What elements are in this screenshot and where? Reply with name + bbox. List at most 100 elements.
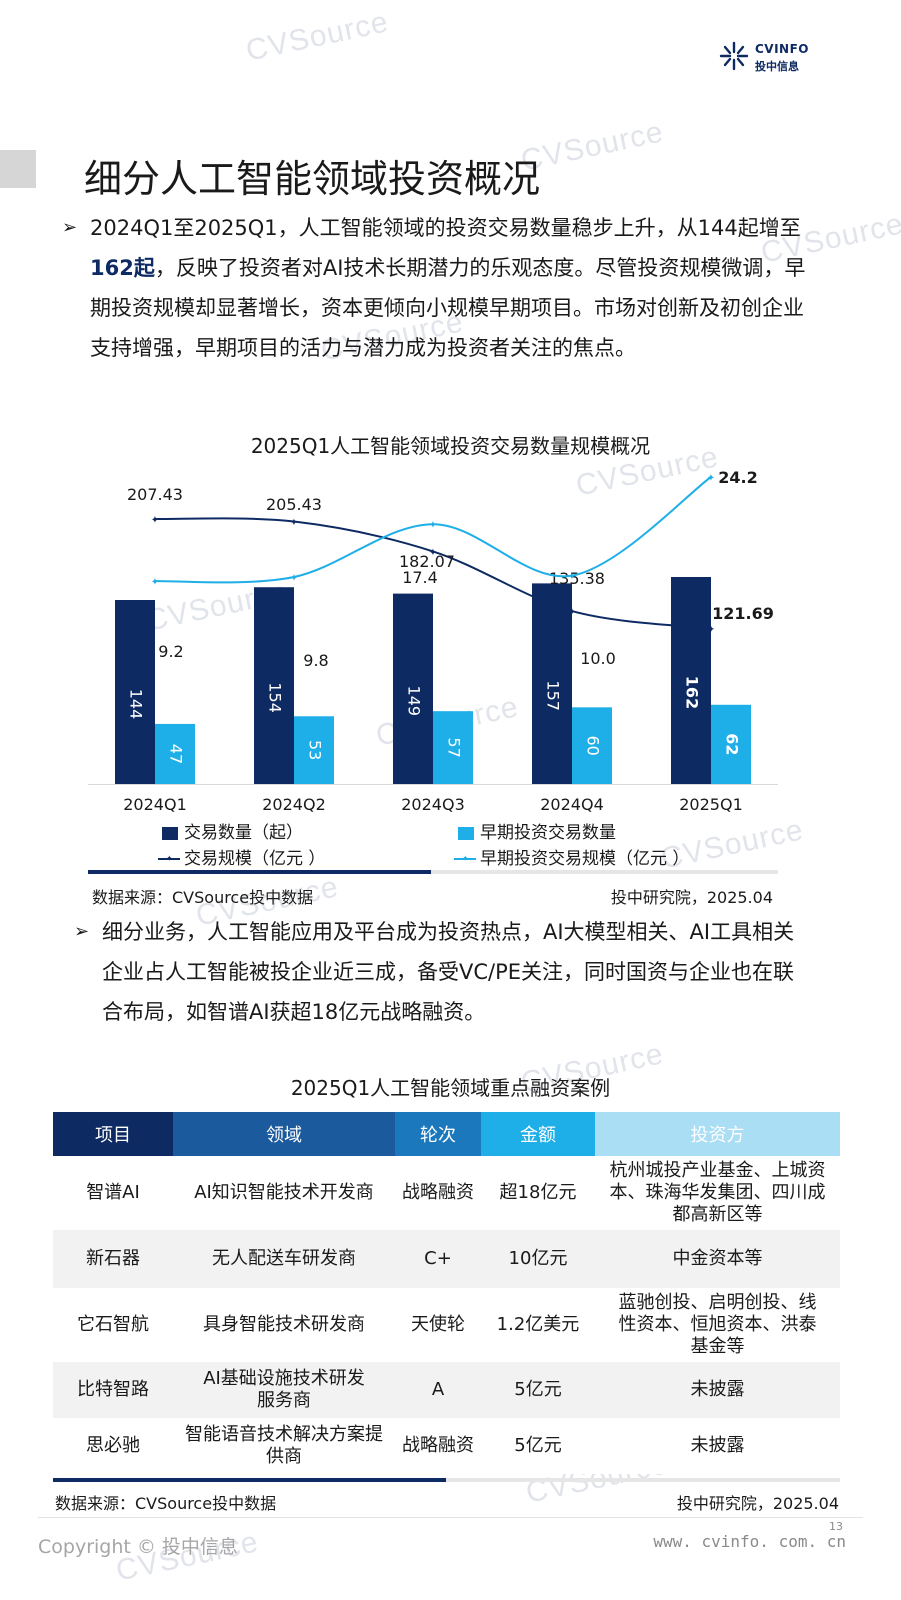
detail-text: 细分业务，人工智能应用及平台成为投资热点，AI大模型相关、AI工具相关企业占人工… xyxy=(102,920,795,1024)
bar-deal-count xyxy=(671,577,711,784)
detail-paragraph: ➢ 细分业务，人工智能应用及平台成为投资热点，AI大模型相关、AI工具相关企业占… xyxy=(74,912,814,1032)
marker-early-scale: ✦ xyxy=(568,572,576,583)
legend-label: 早期投资交易规模（亿元 ） xyxy=(480,849,690,869)
cell-round: C+ xyxy=(395,1230,481,1288)
table-source-date: 投中研究院，2025.04 xyxy=(676,1494,839,1513)
table-row: 新石器 无人配送车研发商 C+ 10亿元 中金资本等 xyxy=(53,1230,840,1288)
data-label-deal-scale: 121.69 xyxy=(712,604,774,623)
bar-label-early-count: 62 xyxy=(723,733,742,755)
bar-deal-count xyxy=(115,600,155,784)
table-row: 比特智路 AI基础设施技术研发服务商 A 5亿元 未披露 xyxy=(53,1362,840,1418)
x-tick-label: 2025Q1 xyxy=(679,795,743,814)
bar-early-count xyxy=(572,707,612,784)
marker-early-scale: ✦ xyxy=(290,573,298,584)
bar-label-deal-count: 162 xyxy=(683,676,702,709)
col-header-investors: 投资方 xyxy=(595,1112,840,1156)
legend-label: 早期投资交易数量 xyxy=(480,823,616,843)
marker-deal-scale: ✦ xyxy=(290,518,298,529)
table-title: 2025Q1人工智能领域重点融资案例 xyxy=(290,1076,611,1100)
legend-label: 交易规模（亿元 ） xyxy=(184,849,326,869)
intro-paragraph: ➢ 2024Q1至2025Q1，人工智能领域的投资交易数量稳步上升，从144起增… xyxy=(62,208,810,368)
table-row: 它石智航 具身智能技术研发商 天使轮 1.2亿美元 蓝驰创投、启明创投、线性资本… xyxy=(53,1288,840,1362)
bar-deal-count xyxy=(532,583,572,784)
x-tick-label: 2024Q3 xyxy=(401,795,465,814)
line-early-scale xyxy=(154,476,712,584)
watermark: CVSource xyxy=(518,115,667,178)
bar-label-deal-count: 149 xyxy=(405,686,424,717)
bar-deal-count xyxy=(393,593,433,784)
x-tick-label: 2024Q2 xyxy=(262,795,326,814)
data-label-deal-scale: 182.07 xyxy=(399,552,455,571)
cell-investors: 蓝驰创投、启明创投、线性资本、恒旭资本、洪泰基金等 xyxy=(595,1288,840,1362)
cell-amount: 10亿元 xyxy=(481,1230,595,1288)
marker-deal-scale: ✦ xyxy=(707,625,715,636)
legend-swatch: ✦ xyxy=(454,852,476,866)
cvinfo-logo-icon xyxy=(719,41,749,71)
cell-investors: 杭州城投产业基金、上城资本、珠海华发集团、四川成都高新区等 xyxy=(595,1156,840,1230)
marker-deal-scale: ✦ xyxy=(429,547,437,558)
cell-round: 战略融资 xyxy=(395,1156,481,1230)
legend-swatch xyxy=(162,826,178,840)
cell-investors: 未披露 xyxy=(595,1418,840,1474)
data-label-deal-scale: 135.38 xyxy=(549,569,605,588)
watermark: CVSource xyxy=(243,5,392,68)
cell-field: 智能语音技术解决方案提供商 xyxy=(173,1418,395,1474)
cell-round: 天使轮 xyxy=(395,1288,481,1362)
bar-early-count xyxy=(433,711,473,784)
footer-rule xyxy=(38,1517,863,1518)
cell-amount: 5亿元 xyxy=(481,1418,595,1474)
investment-chart: 144 47 2024Q1 154 53 2024Q2 149 57 2024Q3 157 60 20… xyxy=(88,468,778,814)
table-row: 思必驰 智能语音技术解决方案提供商 战略融资 5亿元 未披露 xyxy=(53,1418,840,1474)
cell-project: 新石器 xyxy=(53,1230,173,1288)
chart-source: 数据来源：CVSource投中数据 xyxy=(92,888,314,907)
legend-label: 交易数量（起） xyxy=(184,823,303,843)
page-number: 13 xyxy=(829,1520,843,1533)
cell-investors: 未披露 xyxy=(595,1362,840,1418)
legend-item-count: 交易数量（起） xyxy=(162,818,303,843)
chart-source-date: 投中研究院，2025.04 xyxy=(610,888,773,907)
marker-early-scale: ✦ xyxy=(151,577,159,588)
marker-deal-scale: ✦ xyxy=(568,607,576,618)
section-marker xyxy=(0,150,36,188)
cell-round: 战略融资 xyxy=(395,1418,481,1474)
line-deal-scale xyxy=(154,517,712,630)
chart-divider xyxy=(88,870,778,874)
cell-field: 无人配送车研发商 xyxy=(173,1230,395,1288)
data-label-deal-scale: 205.43 xyxy=(266,495,322,514)
legend-item-early-count: 早期投资交易数量 xyxy=(458,818,616,843)
data-label-early-scale: 17.4 xyxy=(402,568,438,587)
legend-item-scale: ✦ 交易规模（亿元 ） xyxy=(158,844,325,869)
financing-cases-table: 项目 领域 轮次 金额 投资方 智谱AI AI知识智能技术开发商 战略融资 超1… xyxy=(53,1112,840,1474)
bar-label-deal-count: 157 xyxy=(544,680,563,711)
legend-swatch xyxy=(458,826,474,840)
col-header-project: 项目 xyxy=(53,1112,173,1156)
bullet-icon: ➢ xyxy=(62,217,78,238)
bar-label-early-count: 53 xyxy=(306,740,325,760)
cell-field: AI基础设施技术研发服务商 xyxy=(173,1362,395,1418)
cell-amount: 超18亿元 xyxy=(481,1156,595,1230)
cell-project: 它石智航 xyxy=(53,1288,173,1362)
bar-label-deal-count: 144 xyxy=(127,689,146,720)
footer-url[interactable]: www. cvinfo. com. cn xyxy=(653,1532,846,1551)
marker-early-scale: ✦ xyxy=(429,520,437,531)
marker-deal-scale: ✦ xyxy=(151,515,159,526)
x-tick-label: 2024Q1 xyxy=(123,795,187,814)
bar-label-early-count: 60 xyxy=(584,735,603,755)
data-label-early-scale: 9.2 xyxy=(158,642,183,661)
brand-name-cn: 投中信息 xyxy=(755,60,799,73)
bar-label-early-count: 47 xyxy=(167,744,186,764)
cell-project: 比特智路 xyxy=(53,1362,173,1418)
intro-text-post: ，反映了投资者对AI技术长期潜力的乐观态度。尽管投资规模微调，早期投资规模却显著… xyxy=(90,256,806,360)
brand-name: CVINFO xyxy=(755,42,809,56)
legend-swatch: ✦ xyxy=(158,852,180,866)
bar-label-early-count: 57 xyxy=(445,737,464,757)
col-header-round: 轮次 xyxy=(395,1112,481,1156)
col-header-field: 领域 xyxy=(173,1112,395,1156)
bar-early-count xyxy=(155,723,195,784)
footer-copyright: Copyright © 投中信息 xyxy=(38,1536,238,1558)
cell-project: 思必驰 xyxy=(53,1418,173,1474)
marker-early-scale: ✦ xyxy=(707,473,715,484)
bullet-icon: ➢ xyxy=(74,921,90,942)
col-header-amount: 金额 xyxy=(481,1112,595,1156)
cell-investors: 中金资本等 xyxy=(595,1230,840,1288)
